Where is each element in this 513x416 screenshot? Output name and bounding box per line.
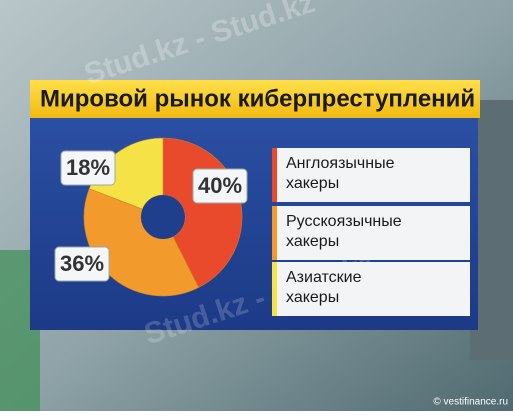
legend-box — [272, 206, 470, 260]
legend-swatch — [272, 148, 277, 202]
value-label-box — [60, 150, 116, 186]
pie-hole — [141, 195, 185, 239]
plot: 40% 36% 18% Англоязычные хакеры Русскоязычны… — [54, 137, 470, 316]
chart-title: Мировой рынок киберпреступлений — [40, 85, 475, 112]
legend-box — [272, 262, 470, 316]
legend-label: Русскоязычные хакеры — [286, 213, 406, 250]
legend-box — [272, 148, 470, 202]
legend-label: Англоязычные хакеры — [286, 155, 399, 192]
legend-swatch — [272, 206, 277, 260]
credit: © vestifinance.ru — [433, 397, 508, 408]
title-bar — [30, 80, 480, 118]
value-label-box — [192, 168, 248, 204]
value-label: 36% — [60, 251, 104, 276]
legend-swatch — [272, 262, 277, 316]
value-label: 18% — [66, 155, 110, 180]
legend-label: Азиатские хакеры — [286, 269, 366, 306]
value-label: 40% — [198, 173, 242, 198]
value-label-box — [54, 246, 110, 282]
